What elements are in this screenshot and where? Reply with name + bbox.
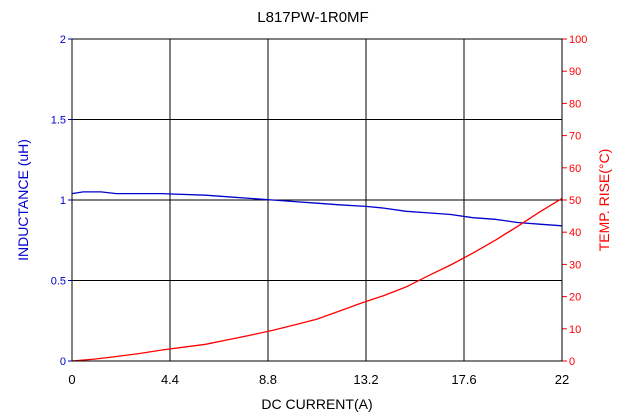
x-tick-label: 13.2 bbox=[353, 372, 378, 387]
left-tick-label: 2 bbox=[60, 34, 66, 46]
series-group bbox=[71, 191, 563, 362]
grid bbox=[72, 39, 562, 361]
left-tick-label: 1 bbox=[60, 195, 66, 207]
x-tick-label: 4.4 bbox=[161, 372, 179, 387]
left-axis-ticks: 0 0.5 1 1.5 2 bbox=[51, 34, 72, 368]
y-axis-label-right: TEMP. RISE(°C) bbox=[596, 149, 612, 252]
left-tick-label: 0 bbox=[60, 356, 66, 368]
right-tick-label: 0 bbox=[569, 356, 575, 368]
left-tick-label: 1.5 bbox=[51, 115, 66, 127]
right-tick-label: 30 bbox=[569, 259, 581, 271]
right-tick-label: 20 bbox=[569, 292, 581, 304]
right-tick-label: 10 bbox=[569, 324, 581, 336]
x-tick-label: 17.6 bbox=[451, 372, 476, 387]
x-axis-ticks: 0 4.4 8.8 13.2 17.6 22 bbox=[68, 372, 569, 387]
right-axis-ticks: 0 10 20 30 40 50 60 70 80 90 100 bbox=[562, 34, 587, 368]
temp-rise-line bbox=[71, 197, 563, 362]
x-axis-label: DC CURRENT(A) bbox=[261, 396, 372, 412]
right-tick-label: 60 bbox=[569, 163, 581, 175]
x-tick-label: 22 bbox=[555, 372, 569, 387]
plot-area bbox=[71, 38, 563, 362]
x-tick-label: 8.8 bbox=[259, 372, 277, 387]
inductance-line bbox=[71, 191, 563, 227]
right-tick-label: 40 bbox=[569, 227, 581, 239]
left-tick-label: 0.5 bbox=[51, 276, 66, 288]
right-tick-label: 80 bbox=[569, 98, 581, 110]
y-axis-label-left: INDUCTANCE (uH) bbox=[15, 139, 31, 261]
x-tick-label: 0 bbox=[68, 372, 75, 387]
right-tick-label: 90 bbox=[569, 66, 581, 78]
right-tick-label: 70 bbox=[569, 131, 581, 143]
right-tick-label: 50 bbox=[569, 195, 581, 207]
chart-title: L817PW-1R0MF bbox=[257, 9, 368, 26]
right-tick-label: 100 bbox=[569, 34, 587, 46]
